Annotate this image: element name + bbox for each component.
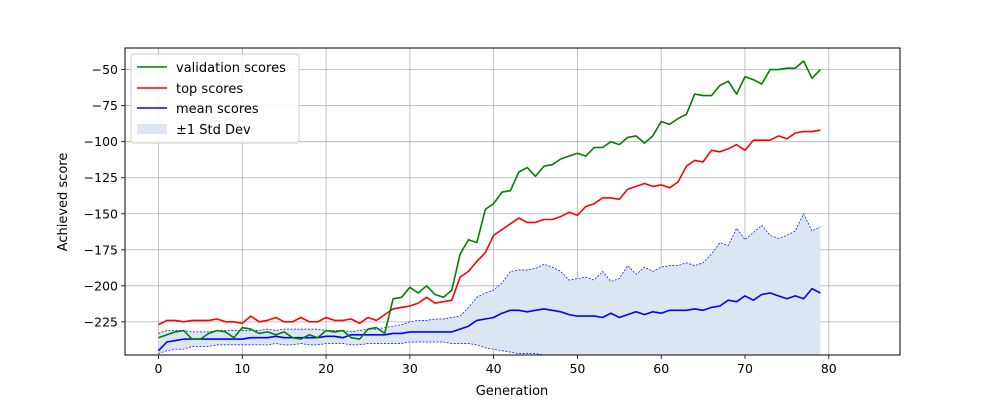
legend-box	[130, 53, 300, 144]
legend-swatch-band	[137, 124, 167, 134]
legend-label-mean: mean scores	[176, 102, 259, 117]
series-line-mean	[157, 287, 821, 352]
x-axis-label: Generation	[476, 384, 549, 399]
series-line-validation	[158, 60, 821, 340]
x-tick-label: 20	[318, 361, 334, 376]
x-tick-label: 80	[821, 361, 837, 376]
y-tick-label: −200	[84, 278, 118, 293]
x-tick-label: 30	[402, 361, 418, 376]
x-tick-label: 40	[486, 361, 502, 376]
std-dev-band	[158, 212, 821, 356]
std-dev-band-fill	[158, 213, 821, 355]
x-tick-label: 10	[234, 361, 250, 376]
y-tick-label: −125	[84, 170, 118, 185]
x-tick-label: 50	[569, 361, 585, 376]
y-tick-label: −150	[84, 206, 118, 221]
y-tick-label: −100	[84, 134, 118, 149]
x-tick-label: 70	[737, 361, 753, 376]
y-tick-label: −225	[84, 314, 118, 329]
x-axis-ticks: 0 10 20 30 40 50 60 70 80	[155, 355, 837, 376]
y-tick-label: −75	[92, 98, 118, 113]
legend: validation scores top scores mean scores…	[130, 53, 300, 144]
y-axis-label: Achieved score	[56, 153, 71, 252]
x-tick-label: 60	[653, 361, 669, 376]
x-tick-label: 0	[155, 361, 163, 376]
y-tick-label: −175	[84, 242, 118, 257]
series-line-top	[158, 129, 821, 326]
legend-label-top: top scores	[176, 82, 243, 97]
plot-frame	[124, 47, 901, 356]
y-tick-label: −50	[92, 62, 118, 77]
legend-label-band: ±1 Std Dev	[176, 123, 251, 138]
std-dev-lower-edge	[158, 341, 821, 356]
series-lines	[157, 60, 821, 352]
y-axis-ticks: −225 −200 −175 −150 −125 −100 −75 −50	[84, 62, 125, 329]
legend-label-validation: validation scores	[176, 61, 286, 76]
std-dev-upper-edge	[158, 212, 821, 334]
